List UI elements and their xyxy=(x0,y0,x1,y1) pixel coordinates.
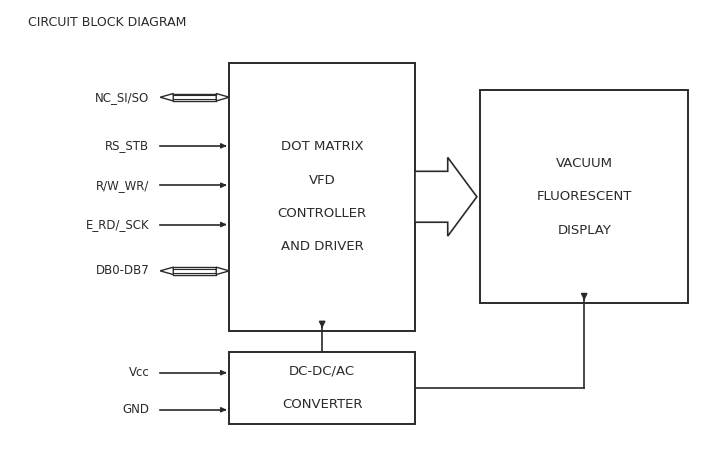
Bar xyxy=(229,63,415,331)
Polygon shape xyxy=(216,94,229,101)
Text: VFD: VFD xyxy=(309,174,336,187)
Text: CIRCUIT BLOCK DIAGRAM: CIRCUIT BLOCK DIAGRAM xyxy=(28,16,186,29)
Text: GND: GND xyxy=(122,403,149,416)
Bar xyxy=(229,352,415,424)
Text: CONVERTER: CONVERTER xyxy=(282,398,363,411)
Text: FLUORESCENT: FLUORESCENT xyxy=(537,190,632,203)
Polygon shape xyxy=(160,267,173,275)
Text: DB0-DB7: DB0-DB7 xyxy=(95,264,149,277)
Bar xyxy=(480,90,688,303)
Text: RS_STB: RS_STB xyxy=(105,139,149,152)
Polygon shape xyxy=(415,157,477,236)
Text: VACUUM: VACUUM xyxy=(555,157,613,170)
Text: Vcc: Vcc xyxy=(128,366,149,379)
Text: R/W_WR/: R/W_WR/ xyxy=(96,179,149,192)
Polygon shape xyxy=(160,94,173,101)
Text: DOT MATRIX: DOT MATRIX xyxy=(281,140,363,153)
Polygon shape xyxy=(216,267,229,275)
Text: E_RD/_SCK: E_RD/_SCK xyxy=(86,218,149,231)
Text: NC_SI/SO: NC_SI/SO xyxy=(95,91,149,104)
Text: DC-DC/AC: DC-DC/AC xyxy=(289,364,355,378)
Text: DISPLAY: DISPLAY xyxy=(557,224,612,237)
Text: AND DRIVER: AND DRIVER xyxy=(281,240,363,253)
Text: CONTROLLER: CONTROLLER xyxy=(277,207,367,220)
